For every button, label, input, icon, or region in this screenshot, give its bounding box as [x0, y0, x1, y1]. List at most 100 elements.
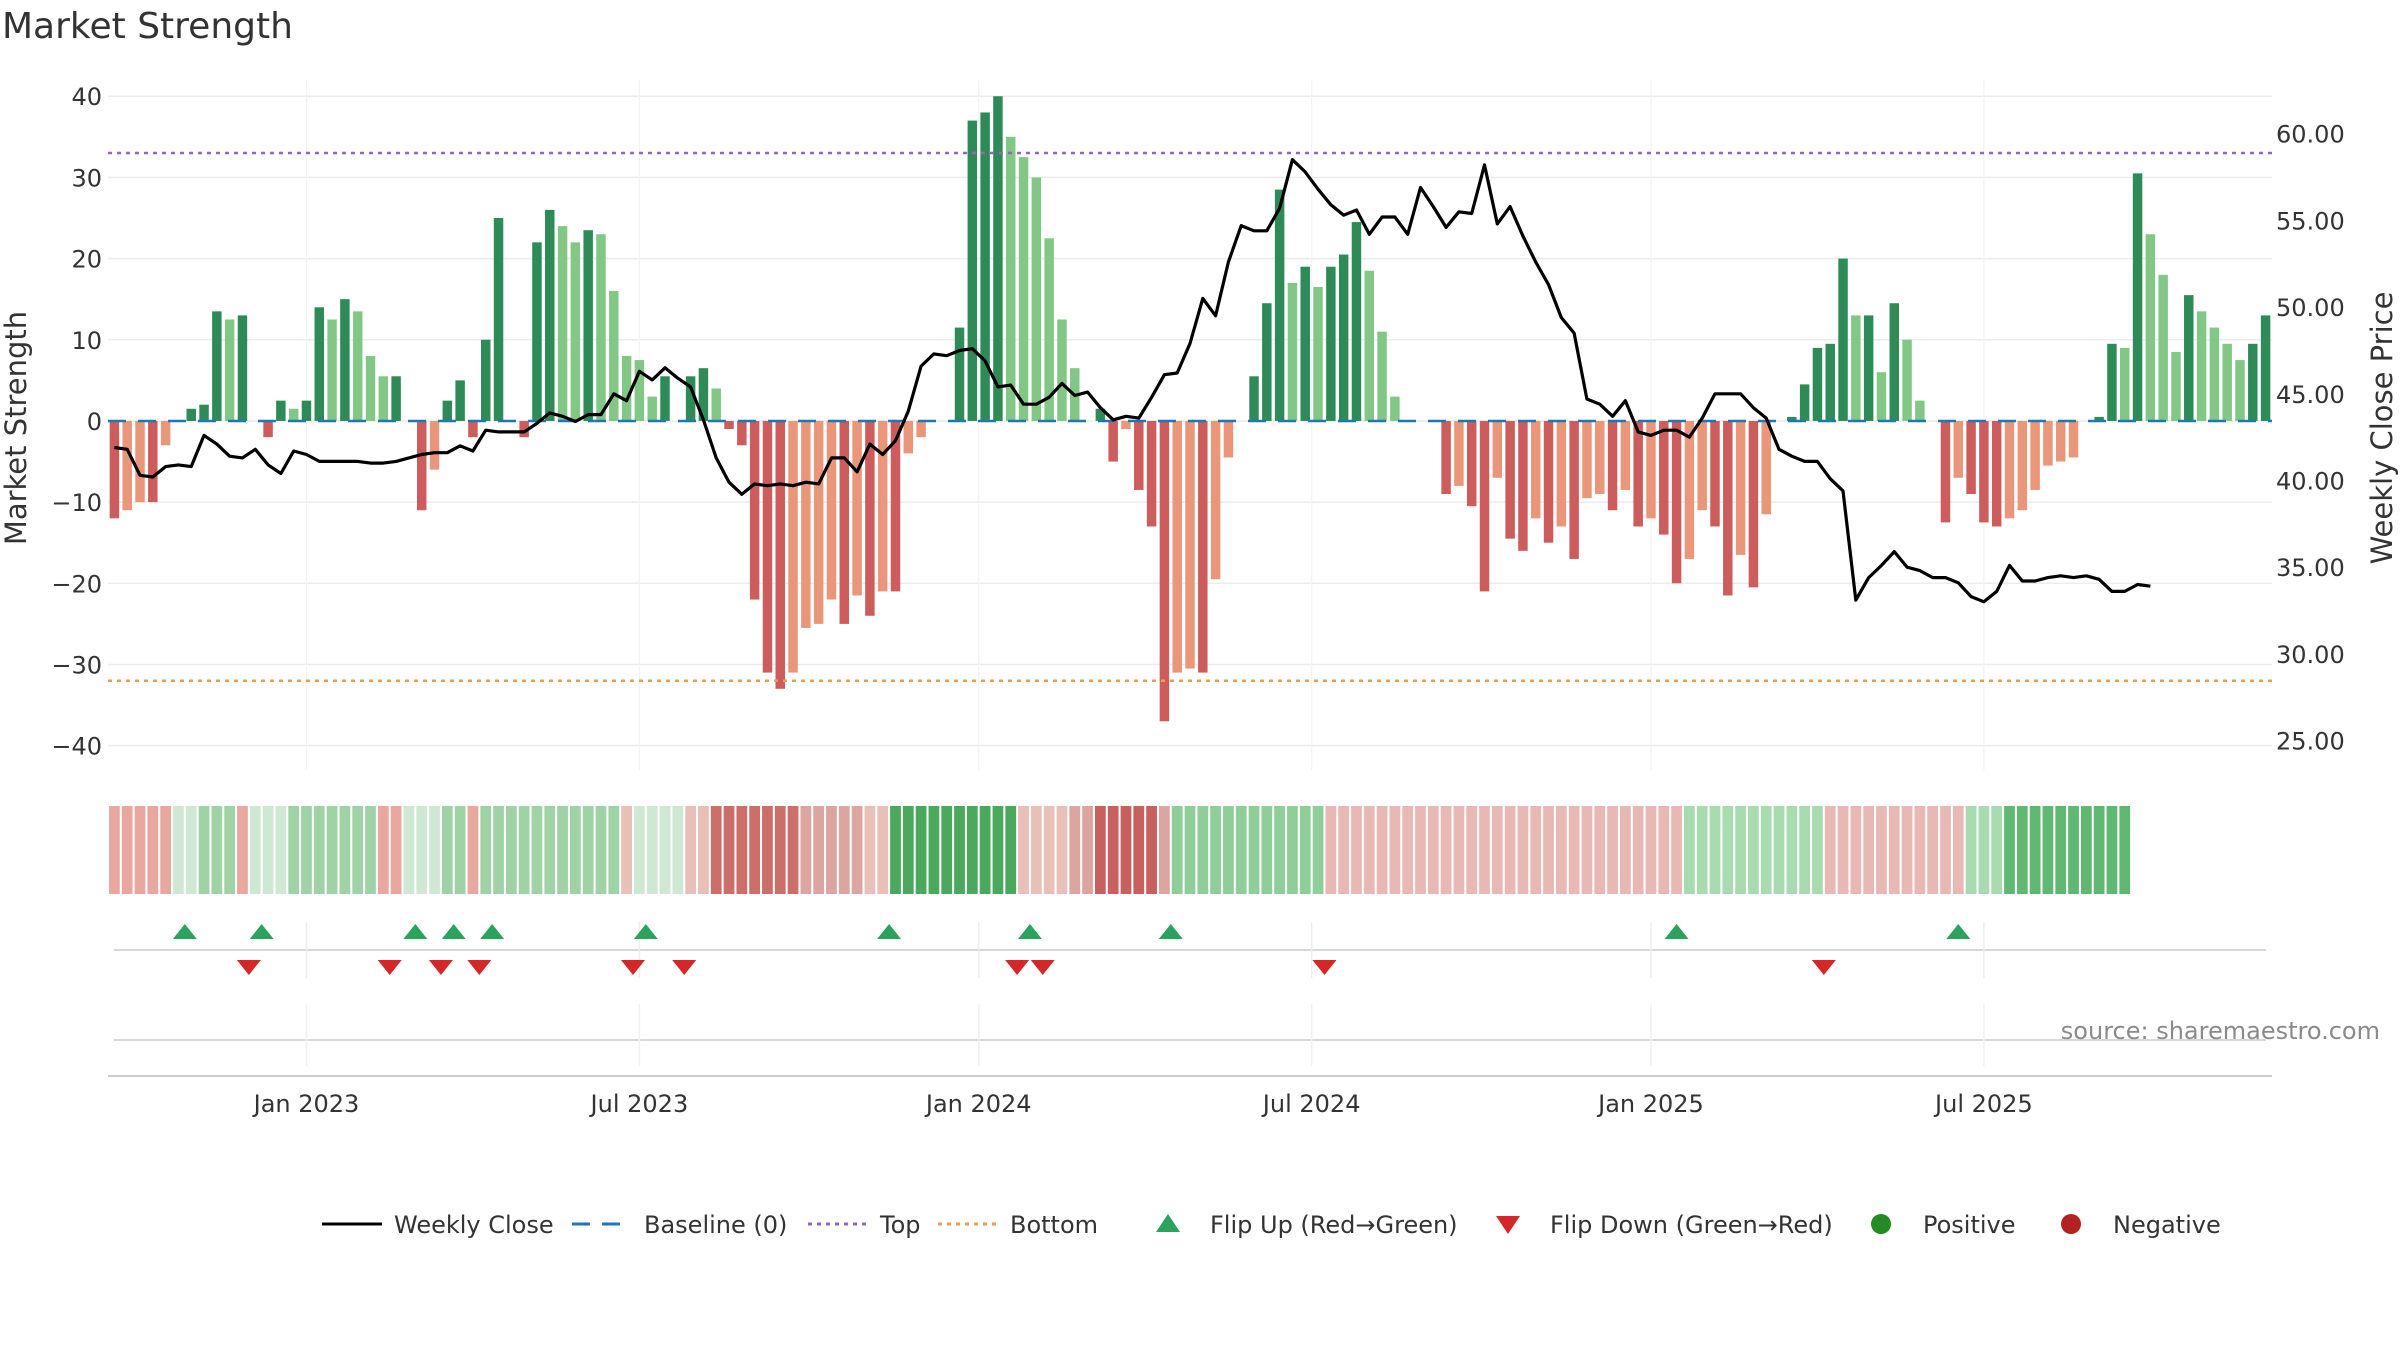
strength-bar: [2222, 343, 2232, 421]
regime-cell: [1914, 806, 1926, 894]
strength-bar: [481, 339, 491, 421]
source-note: source: sharemaestro.com: [2061, 1017, 2380, 1045]
strength-bar: [609, 291, 619, 421]
strength-bar: [1274, 189, 1285, 421]
regime-cell: [1876, 806, 1887, 894]
strength-bar: [1825, 343, 1835, 421]
strength-bar: [2158, 274, 2168, 421]
legend-item: Weekly Close: [322, 1211, 554, 1239]
legend-label: Bottom: [1010, 1211, 1098, 1239]
regime-cell: [1479, 806, 1490, 894]
strength-bar: [1518, 420, 1528, 551]
strength-bar: [1569, 420, 1579, 559]
strength-bar: [1454, 420, 1464, 486]
regime-cell: [838, 806, 850, 894]
strength-bar: [2030, 420, 2040, 490]
regime-cell: [890, 806, 901, 894]
regime-cell: [723, 806, 735, 894]
strength-bar: [314, 307, 325, 421]
strength-bar: [1646, 420, 1656, 519]
regime-cell: [1312, 806, 1324, 894]
strength-bar: [1748, 420, 1759, 588]
regime-cell: [1965, 806, 1977, 894]
regime-cell: [1030, 806, 1042, 894]
regime-cell: [1453, 806, 1465, 894]
regime-cell: [1812, 806, 1823, 894]
strength-bar: [545, 209, 555, 421]
regime-cell: [301, 806, 312, 894]
flip-down-marker: [1030, 960, 1055, 975]
strength-bar: [1838, 258, 1848, 421]
regime-cell: [2093, 806, 2105, 894]
strength-bar: [263, 420, 273, 438]
strength-bar: [2209, 327, 2220, 421]
strength-bar: [1556, 420, 1567, 527]
strength-bar: [2094, 416, 2104, 421]
regime-cell: [1325, 806, 1337, 894]
strength-bar: [1633, 420, 1643, 527]
strength-bar: [1326, 266, 1336, 421]
regime-cell: [1555, 806, 1567, 894]
strength-bar: [1159, 420, 1170, 722]
regime-cell: [1159, 806, 1170, 894]
regime-cell: [1850, 806, 1862, 894]
regime-cell: [1619, 806, 1631, 894]
flip-down-marker: [428, 960, 453, 975]
right-axis-ticks: 25.00 30.00 35.00 40.00 45.00 50.00 55.00 60.00: [2276, 121, 2345, 756]
flip-down-marker: [1811, 960, 1836, 975]
x-tick-label: Jan 2023: [252, 1090, 360, 1118]
flip-up-marker: [877, 924, 902, 939]
legend: Weekly Close Baseline (0) Top Bottom Flip Up…: [322, 1211, 2221, 1239]
strength-bar: [1940, 420, 1951, 523]
left-tick-label: −30: [51, 651, 102, 679]
regime-cell: [787, 806, 799, 894]
strength-bar: [160, 420, 171, 446]
regime-cell: [992, 806, 1004, 894]
strength-bar: [1364, 270, 1375, 421]
regime-cell: [1082, 806, 1093, 894]
strength-bar: [2260, 315, 2271, 421]
regime-cell: [1338, 806, 1350, 894]
strength-bar: [455, 380, 465, 421]
flip-up-marker: [403, 924, 428, 939]
strength-bar: [1095, 408, 1106, 421]
regime-cell: [1094, 806, 1106, 894]
strength-bar: [1198, 420, 1208, 673]
legend-label: Weekly Close: [394, 1211, 554, 1239]
strength-bar: [993, 96, 1003, 421]
strength-bar: [1530, 420, 1541, 519]
regime-cell: [1287, 806, 1298, 894]
strength-bar: [954, 327, 965, 421]
left-axis-ticks: −40 −30 −20 −10 0 10 20 30 40: [51, 83, 102, 760]
strength-bars: [109, 96, 2271, 722]
strength-bar: [301, 400, 312, 421]
strength-bar: [1902, 339, 1912, 421]
strength-bar: [2004, 420, 2015, 519]
strength-bar: [2055, 420, 2066, 462]
regime-cell: [1056, 806, 1068, 894]
x-tick-label: Jul 2023: [589, 1090, 689, 1118]
strength-bar: [1466, 420, 1477, 507]
strength-bar: [109, 420, 120, 519]
regime-cell: [1466, 806, 1478, 894]
strength-bar: [660, 376, 670, 421]
regime-cell: [1991, 806, 2003, 894]
regime-cell: [531, 806, 543, 894]
flip-up-marker: [480, 924, 505, 939]
regime-cell: [1376, 806, 1388, 894]
strength-bar: [852, 420, 862, 596]
regime-cell: [429, 806, 440, 894]
strength-bar: [2145, 234, 2156, 421]
strength-bar: [788, 420, 798, 673]
strength-bar: [1876, 372, 1887, 421]
regime-cell: [1210, 806, 1221, 894]
strength-bar: [865, 420, 875, 616]
regime-cell: [121, 806, 133, 894]
strength-bar: [583, 230, 593, 421]
strength-bar: [967, 120, 978, 421]
regime-cell: [608, 806, 620, 894]
regime-cell: [621, 806, 632, 894]
regime-cell: [1005, 806, 1017, 894]
strength-bar: [1735, 420, 1746, 555]
